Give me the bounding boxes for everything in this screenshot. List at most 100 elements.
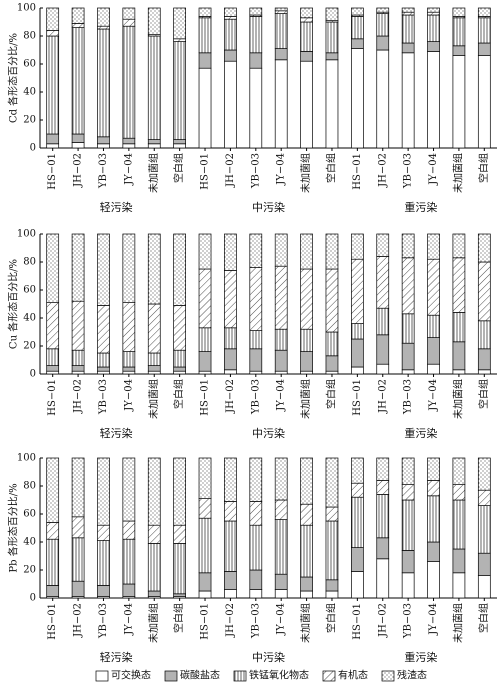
bar-segment [122,302,136,352]
bar-segment [427,11,440,16]
bar-segment [198,7,212,17]
bar-segment [325,21,339,54]
bar-segment [122,233,136,303]
bar-segment [452,233,466,259]
bar-segment [452,457,466,485]
bar-segment [71,300,85,351]
bar-segment [224,16,237,20]
bar-segment [300,457,313,505]
bar-segment [224,571,237,590]
x-tick-label: YB−03 [250,603,261,639]
x-tick-label: YB−03 [403,379,414,415]
bar-segment [249,267,263,331]
x-tick-label: HS−01 [200,603,211,640]
bar-segment [351,496,364,548]
bar-segment [173,143,186,149]
x-tick-label: JH−02 [377,153,388,188]
bar-segment [46,133,60,145]
bar-segment [173,349,186,368]
bar-segment [173,139,186,145]
bar-segment [274,589,288,599]
bar-segment [325,268,339,333]
bar-segment [46,348,60,366]
x-tick-label: 未加菌组 [451,153,464,193]
bar-segment [325,590,339,599]
bar-segment [351,258,364,324]
y-tick-label: 40 [23,313,36,324]
bar-segment [351,323,364,340]
bar-segment [46,143,60,149]
bar-segment [147,139,161,145]
bar-segment [325,233,339,270]
bar-segment [249,457,263,502]
bar-segment [46,7,60,31]
bar-segment [401,52,415,149]
bar-segment [147,233,161,305]
bar-segment [477,505,491,554]
bar-segment [401,11,415,16]
bar-segment [401,457,415,485]
bar-segment [274,349,288,372]
bar-segment [173,370,186,375]
y-tick-label: 0 [30,143,36,154]
bar-segment [71,142,85,149]
bar-segment [147,457,161,526]
bar-segment [198,370,212,375]
bar-segment [173,7,186,40]
bar-segment [300,60,313,149]
bar-segment [351,7,364,16]
bar-segment [401,342,415,371]
bar-segment [452,55,466,149]
bar-segment [274,13,288,49]
x-tick-label: JH−02 [225,379,236,414]
bar-segment [452,572,466,599]
bar-segment [71,580,85,597]
bar-segment [477,348,491,371]
bar-segment [300,21,313,52]
bar-segment [477,17,491,44]
bar-segment [224,49,237,62]
y-axis-label: Cd 各形态百分比/% [7,33,20,123]
bar-segment [325,579,339,592]
bar-segment [198,457,212,499]
bar-segment [477,233,491,263]
x-tick-label: 未加菌组 [299,153,312,193]
bar-segment [97,366,110,372]
bar-segment [224,589,237,599]
legend-label: 碳酸盐态 [180,669,220,682]
y-tick-label: 20 [23,115,36,126]
bar-segment [198,590,212,599]
bar-segment [351,366,364,375]
bar-segment [46,233,60,303]
x-tick-label: JY−04 [276,379,287,412]
bar-segment [198,233,212,270]
bar-segment [452,17,466,47]
bar-segment [376,13,390,37]
bar-segment [376,35,390,51]
bar-segment [122,143,136,149]
x-tick-label: HS−01 [352,603,363,640]
x-tick-label: HS−01 [47,379,58,416]
legend-label: 残渣态 [397,669,427,682]
bar-segment [249,589,263,599]
y-tick-label: 0 [30,369,36,380]
bar-segment [351,338,364,368]
group-label: 中污染 [252,200,285,214]
bar-segment [97,7,110,27]
bar-segment [71,133,85,143]
bar-segment [71,349,85,366]
bar-segment [300,576,313,592]
bar-segment [173,233,186,306]
x-tick-label: HS−01 [200,153,211,190]
x-tick-label: JY−04 [276,153,287,186]
x-tick-label: HS−01 [47,153,58,190]
bar-segment [401,572,415,599]
bar-segment [71,233,85,302]
bar-segment [477,261,491,322]
bar-segment [46,538,60,586]
bar-segment [427,233,440,260]
legend-swatch [164,670,178,682]
x-tick-label: 空白组 [324,153,337,183]
y-tick-label: 40 [23,87,36,98]
bar-segment [427,561,440,599]
